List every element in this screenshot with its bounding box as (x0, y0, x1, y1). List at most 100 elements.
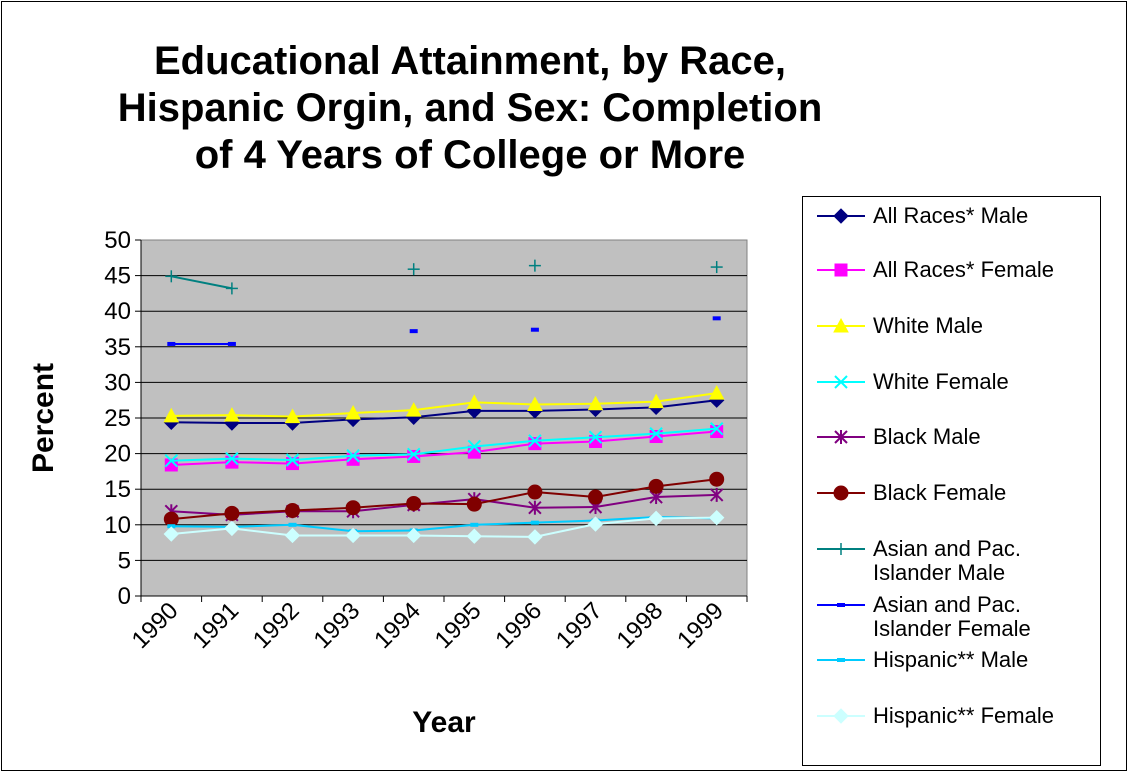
chart-title: Educational Attainment, by Race, Hispani… (117, 39, 823, 177)
legend-swatch (817, 375, 865, 389)
data-point (225, 451, 239, 466)
series-line-segment (413, 409, 475, 419)
legend-label: Hispanic** Male (873, 647, 1029, 672)
series-line-segment (655, 399, 717, 409)
x-tick-label: 1995 (430, 597, 487, 654)
series-line-segment (656, 427, 717, 435)
data-point (227, 341, 236, 346)
series-line-segment (534, 506, 596, 509)
series-line-segment (474, 498, 536, 509)
data-point (709, 421, 724, 436)
data-point (345, 404, 361, 420)
data-point (528, 259, 541, 272)
series-line-segment (534, 440, 596, 445)
y-axis-title: Percent (27, 363, 60, 473)
data-point (530, 327, 539, 332)
legend-label: All Races* Female (873, 257, 1054, 282)
series-line-segment (474, 535, 535, 538)
data-point (649, 426, 663, 441)
data-point (467, 439, 482, 454)
series-line-segment (534, 491, 596, 499)
data-point (224, 407, 240, 422)
series-line-segment (292, 458, 354, 465)
data-point (528, 434, 542, 448)
legend-marker (834, 430, 848, 444)
legend-swatch (817, 658, 865, 662)
series-5 (163, 471, 725, 527)
data-point (709, 471, 725, 487)
series-line-segment (595, 517, 657, 526)
series-7 (167, 316, 721, 346)
data-point (708, 385, 725, 400)
data-point (470, 522, 479, 527)
data-point (163, 407, 180, 423)
series-2 (163, 385, 725, 424)
series-3 (164, 421, 724, 468)
data-point (163, 526, 180, 542)
series-line-segment (171, 461, 232, 466)
series-line-segment (413, 401, 475, 412)
series-line-segment (413, 523, 475, 532)
x-tick-label: 1996 (490, 597, 547, 654)
y-tick-label: 20 (104, 441, 131, 468)
series-line-segment (231, 509, 293, 515)
data-point (285, 453, 300, 467)
series-line-segment (595, 432, 657, 439)
series-line-segment (292, 418, 354, 424)
data-point (589, 434, 602, 448)
series-9 (163, 509, 725, 545)
legend-item: White Female (803, 366, 1102, 406)
series-line-segment (171, 275, 233, 290)
legend-label: All Races* Male (873, 203, 1029, 228)
legend-swatch (817, 430, 865, 444)
legend-item: All Races* Female (803, 254, 1102, 294)
series-line-segment (474, 491, 536, 506)
legend-marker (833, 317, 849, 333)
series-line-segment (413, 445, 475, 456)
y-tick-label: 30 (104, 369, 131, 396)
data-point (709, 487, 724, 502)
data-point (405, 527, 422, 544)
series-line-segment (231, 523, 293, 528)
y-tick-label: 10 (104, 512, 131, 539)
series-line-segment (595, 485, 657, 499)
data-point (648, 510, 664, 527)
data-point (466, 496, 482, 512)
series-line-segment (353, 416, 414, 421)
data-point (284, 408, 301, 424)
legend-marker (837, 603, 845, 607)
data-point (288, 522, 297, 527)
legend-item: Black Male (803, 421, 1102, 461)
legend-marker (834, 263, 848, 277)
series-line-segment (353, 453, 414, 457)
data-point (224, 520, 240, 537)
series-line-segment (353, 502, 414, 509)
data-point (527, 396, 543, 411)
y-tick-label: 0 (118, 583, 131, 610)
series-line-segment (534, 436, 596, 442)
data-point (407, 449, 421, 463)
series-line-segment (292, 523, 354, 533)
series-line-segment (595, 406, 657, 411)
series-line-segment (231, 414, 293, 418)
legend-item: Black Female (803, 477, 1102, 517)
legend-swatch (817, 208, 865, 224)
data-point (164, 458, 178, 472)
series-line-segment (474, 442, 536, 454)
data-point (284, 527, 301, 544)
data-point (167, 341, 176, 346)
data-point (224, 505, 240, 521)
legend-label: Black Male (873, 424, 981, 449)
series-line-segment (353, 409, 414, 415)
legend-swatch (817, 603, 865, 607)
series-line-segment (413, 502, 475, 506)
legend-marker (833, 208, 849, 224)
x-tick-label: 1992 (248, 597, 305, 654)
series-line-segment (352, 503, 414, 513)
legend-item: All Races* Male (803, 200, 1102, 240)
legend-label: White Female (873, 369, 1009, 394)
legend-swatch (817, 485, 865, 501)
data-point (708, 509, 725, 526)
legend-swatch (817, 317, 865, 333)
data-point (587, 516, 604, 532)
